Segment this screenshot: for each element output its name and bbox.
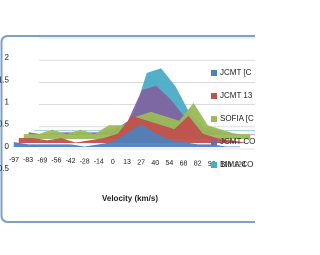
x-tick-label: 0	[111, 159, 115, 166]
x-tick-label: 13	[123, 159, 131, 166]
x-tick-label: 82	[194, 161, 202, 168]
x-tick-label: -83	[23, 157, 33, 164]
x-tick-label: -69	[37, 157, 47, 164]
y-tick-label: -0.5	[0, 164, 10, 173]
y-tick-label: 2	[5, 53, 10, 62]
x-tick-label: -28	[80, 158, 90, 165]
x-tick-label: 124	[234, 162, 246, 169]
area	[18, 115, 246, 144]
legend-swatch	[211, 162, 217, 168]
x-tick-label: 27	[137, 160, 145, 167]
x-axis-title: Velocity (km/s)	[102, 194, 158, 203]
y-tick-label: 1	[5, 98, 10, 107]
y-tick-label: 0	[5, 142, 10, 151]
y-tick-label: 1.5	[0, 75, 10, 84]
legend-swatch	[211, 139, 217, 145]
legend-swatch	[211, 93, 217, 99]
legend-swatch	[211, 116, 217, 122]
x-tick-label: -42	[65, 158, 75, 165]
x-tick-label: -56	[51, 158, 61, 165]
x-tick-label: 110	[220, 161, 231, 168]
x-tick-label: -97	[9, 157, 19, 164]
chart: Velocity (km/s) -0.5 0 0.5 1 1.5 2 -97 -83 -69 -5…	[0, 35, 255, 223]
legend-label: SOFIA [C	[220, 114, 254, 123]
x-tick-label: -14	[94, 159, 104, 166]
x-tick-label: 68	[180, 160, 188, 167]
x-tick-label: 40	[151, 160, 159, 167]
legend-label: JCMT [C	[220, 68, 252, 77]
legend-label: JCMT CO	[220, 137, 255, 146]
legend-label: BIMA CO	[220, 160, 253, 169]
legend-swatch	[211, 70, 217, 76]
legend-label: JCMT 13	[220, 91, 253, 100]
x-tick-label: 54	[165, 160, 173, 167]
y-tick-label: 0.5	[0, 120, 10, 129]
